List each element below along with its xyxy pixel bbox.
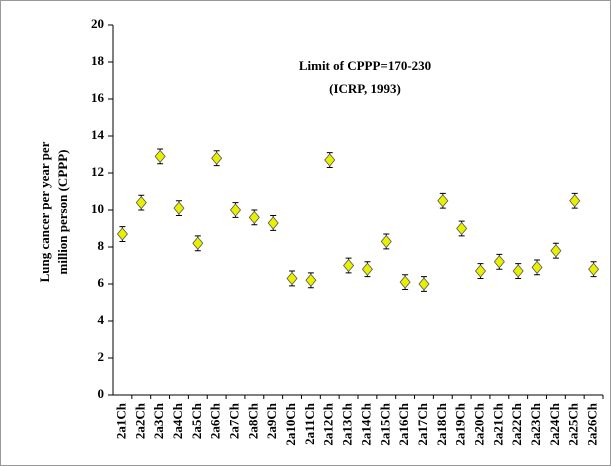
marker [305,273,317,287]
y-tick-label: 6 [98,275,105,290]
marker [399,275,411,289]
x-tick-label: 2a11Ch [302,402,317,445]
x-tick-label: 2a25Ch [566,402,581,445]
marker [437,194,449,208]
x-tick-label: 2a4Ch [170,402,185,439]
x-tick-label: 2a19Ch [453,402,468,445]
marker [456,221,468,236]
marker [569,194,581,208]
x-tick-label: 2a26Ch [585,402,600,445]
marker [192,236,204,250]
x-tick-label: 2a22Ch [509,402,524,445]
marker [512,264,524,278]
marker [135,195,147,210]
y-tick-label: 14 [91,127,105,142]
y-tick-label: 4 [98,312,105,327]
x-tick-label: 2a1Ch [113,402,128,439]
x-tick-label: 2a15Ch [377,402,392,445]
marker [380,234,392,249]
y-tick-label: 2 [98,349,105,364]
x-tick-label: 2a20Ch [471,402,486,445]
x-tick-label: 2a21Ch [490,402,505,445]
x-tick-label: 2a10Ch [283,402,298,445]
y-tick-label: 18 [91,53,105,68]
x-tick-label: 2a12Ch [321,402,336,445]
x-tick-label: 2a6Ch [208,402,223,439]
marker [531,260,543,274]
x-tick-label: 2a23Ch [528,402,543,445]
marker [324,153,336,167]
y-tick-label: 8 [98,238,105,253]
marker [248,210,260,225]
y-axis-label: Lung cancer per year per [37,141,52,282]
marker [474,264,487,278]
marker [229,203,242,217]
annotation: (ICRP, 1993) [329,81,401,96]
marker [550,244,562,258]
marker [588,262,600,276]
marker [267,216,279,230]
marker [418,277,430,291]
marker [211,151,223,165]
x-tick-label: 2a16Ch [396,402,411,445]
x-tick-label: 2a2Ch [132,402,147,439]
marker [286,271,298,286]
y-tick-label: 12 [91,164,104,179]
x-tick-label: 2a13Ch [340,402,355,445]
annotation: Limit of CPPP=170-230 [299,58,431,73]
x-tick-label: 2a3Ch [151,402,166,439]
x-tick-label: 2a9Ch [264,402,279,439]
y-tick-label: 10 [91,201,104,216]
x-tick-label: 2a7Ch [226,402,241,439]
y-tick-label: 20 [91,16,104,31]
marker [173,201,185,215]
x-tick-label: 2a14Ch [358,402,373,445]
marker [493,255,505,269]
x-tick-label: 2a18Ch [434,402,449,445]
marker [116,227,128,241]
x-tick-label: 2a8Ch [245,402,260,439]
x-tick-label: 2a5Ch [189,402,204,439]
marker [361,262,373,276]
marker [154,149,166,163]
x-tick-label: 2a17Ch [415,402,430,445]
y-tick-label: 0 [98,386,105,401]
y-tick-label: 16 [91,90,105,105]
y-axis-label: million person (CPPP) [55,150,70,275]
marker [343,258,355,273]
x-tick-label: 2a24Ch [547,402,562,445]
